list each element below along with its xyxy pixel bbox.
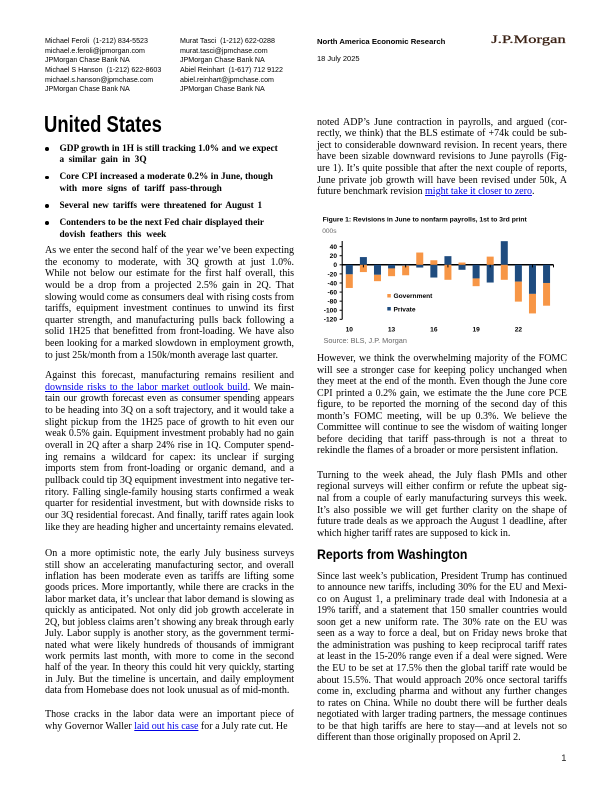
svg-text:19: 19 xyxy=(472,326,480,333)
svg-text:-120: -120 xyxy=(324,317,338,324)
svg-text:-40: -40 xyxy=(327,280,337,287)
svg-text:40: 40 xyxy=(330,244,338,251)
svg-text:22: 22 xyxy=(515,326,523,333)
svg-text:16: 16 xyxy=(430,326,438,333)
svg-text:10: 10 xyxy=(346,326,354,333)
svg-text:-20: -20 xyxy=(327,271,337,278)
svg-text:-80: -80 xyxy=(327,299,337,306)
svg-text:13: 13 xyxy=(388,326,396,333)
svg-text:Figure 1: Revisions in June to: Figure 1: Revisions in June to nonfarm p… xyxy=(323,216,528,223)
svg-text:-60: -60 xyxy=(327,289,337,296)
svg-text:Private: Private xyxy=(394,306,416,313)
svg-text:0: 0 xyxy=(333,262,337,269)
svg-text:-100: -100 xyxy=(324,308,338,315)
svg-text:20: 20 xyxy=(330,253,338,260)
svg-text:000s: 000s xyxy=(322,228,337,235)
svg-text:Government: Government xyxy=(394,293,434,300)
svg-text:Source: BLS, J.P. Morgan: Source: BLS, J.P. Morgan xyxy=(324,336,407,345)
